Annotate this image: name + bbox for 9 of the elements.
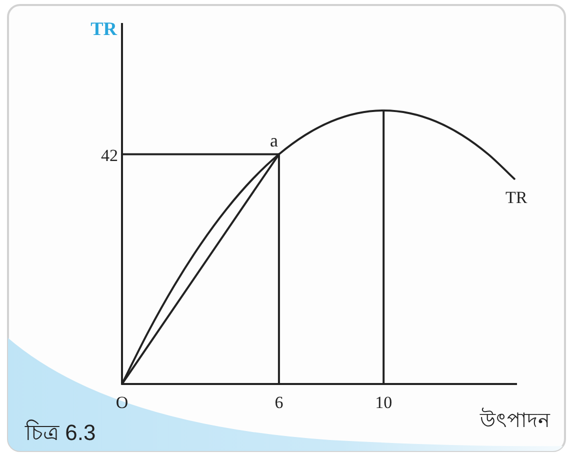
ylabel: TR	[90, 19, 117, 40]
axis-note: 42	[101, 146, 118, 165]
x-tick-label: 6	[274, 393, 284, 412]
annotation: a	[270, 130, 278, 150]
x-tick-label: 10	[375, 393, 392, 412]
series-name: TR	[506, 188, 528, 207]
caption: চিত্র 6.3	[25, 420, 96, 445]
xlabel: উৎপাদন	[480, 410, 550, 432]
x-tick-label: O	[116, 393, 128, 412]
